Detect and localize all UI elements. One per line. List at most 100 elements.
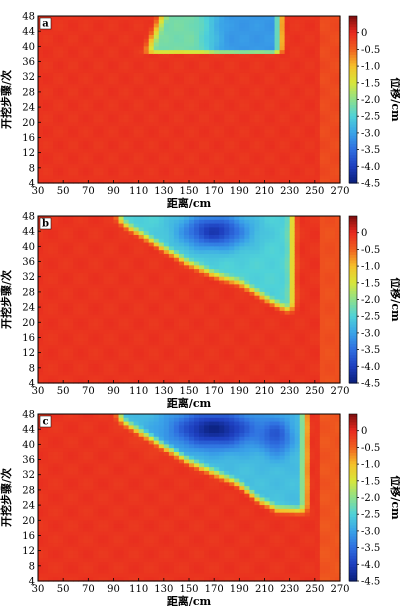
heatmap-cell — [289, 179, 296, 184]
heatmap-cell — [63, 167, 69, 173]
heatmap-cell — [259, 107, 266, 112]
heatmap-cell — [158, 227, 165, 232]
heatmap-cell — [274, 72, 281, 78]
heatmap-cell — [53, 345, 59, 350]
heatmap-cell — [133, 333, 140, 339]
heatmap-cell — [48, 84, 54, 89]
heatmap-cell — [113, 114, 120, 120]
heatmap-cell — [178, 295, 185, 301]
heatmap-cell — [63, 23, 69, 28]
heatmap-cell — [229, 133, 235, 139]
heatmap-cell — [194, 72, 200, 78]
heatmap-cell — [43, 34, 49, 40]
heatmap-cell — [113, 329, 120, 335]
heatmap-cell — [43, 269, 49, 274]
heatmap-cell — [269, 34, 276, 40]
heatmap-cell — [93, 137, 99, 142]
heatmap-cell — [274, 88, 281, 93]
heatmap-cell — [68, 364, 74, 369]
heatmap-cell — [53, 348, 59, 354]
heatmap-cell — [244, 379, 250, 384]
heatmap-cell — [204, 216, 210, 221]
heatmap-cell — [204, 261, 210, 266]
heatmap-cell — [274, 34, 281, 40]
heatmap-cell — [274, 31, 281, 36]
heatmap-cell — [103, 219, 110, 225]
heatmap-cell — [189, 257, 195, 263]
heatmap-cell — [118, 337, 125, 342]
heatmap-cell — [249, 356, 256, 361]
heatmap-cell — [123, 53, 130, 59]
heatmap-cell — [68, 257, 74, 263]
heatmap-cell — [123, 238, 130, 244]
heatmap-cell — [123, 242, 130, 247]
heatmap-cell — [73, 31, 79, 36]
heatmap-cell — [163, 367, 170, 373]
heatmap-cell — [194, 53, 200, 59]
heatmap-cell — [53, 333, 59, 339]
heatmap-cell — [249, 337, 256, 342]
heatmap-cell — [53, 179, 59, 184]
heatmap-cell — [209, 250, 215, 255]
heatmap-cell — [43, 27, 49, 32]
heatmap-cell — [103, 126, 110, 131]
heatmap-cell — [73, 295, 79, 301]
heatmap-cell — [244, 371, 250, 377]
heatmap-cell — [224, 164, 230, 169]
heatmap-cell — [168, 295, 175, 301]
heatmap-cell — [123, 16, 130, 21]
heatmap-cell — [153, 122, 160, 127]
heatmap-cell — [88, 322, 94, 327]
heatmap-cell — [173, 65, 180, 70]
heatmap-cell — [259, 223, 266, 228]
heatmap-cell — [93, 50, 99, 55]
heatmap-cell — [123, 375, 130, 380]
heatmap-cell — [294, 91, 301, 97]
heatmap-cell — [173, 148, 180, 154]
heatmap-cell — [178, 95, 185, 101]
heatmap-cell — [73, 345, 79, 350]
heatmap-cell — [299, 107, 306, 112]
heatmap-cell — [269, 175, 276, 180]
heatmap-cell — [329, 16, 336, 21]
heatmap-cell — [83, 253, 89, 259]
heatmap-cell — [209, 23, 215, 28]
heatmap-cell — [329, 23, 336, 28]
heatmap-cell — [309, 103, 316, 108]
heatmap-cell — [284, 107, 291, 112]
heatmap-cell — [314, 122, 321, 127]
heatmap-cell — [294, 57, 301, 63]
heatmap-cell — [78, 216, 84, 221]
heatmap-cell — [68, 145, 74, 150]
heatmap-cell — [93, 272, 99, 278]
heatmap-cell — [204, 348, 210, 354]
heatmap-cell — [314, 53, 321, 59]
heatmap-cell — [229, 179, 235, 184]
heatmap-cell — [224, 179, 230, 184]
colorbar-segment — [349, 110, 357, 115]
heatmap-cell — [173, 318, 180, 323]
heatmap-cell — [294, 19, 301, 25]
heatmap-cell — [153, 329, 160, 335]
heatmap-cell — [244, 114, 250, 120]
heatmap-cell — [254, 129, 261, 135]
heatmap-cell — [284, 364, 291, 369]
heatmap-cell — [249, 179, 256, 184]
heatmap-cell — [123, 145, 130, 150]
heatmap-cell — [178, 371, 185, 377]
heatmap-cell — [319, 27, 326, 32]
heatmap-cell — [168, 246, 175, 251]
heatmap-cell — [299, 42, 306, 47]
heatmap-cell — [254, 238, 261, 244]
heatmap-cell — [163, 61, 170, 66]
heatmap-cell — [58, 326, 64, 331]
heatmap-cell — [214, 84, 220, 89]
heatmap-cell — [244, 337, 250, 342]
heatmap-cell — [128, 291, 135, 297]
heatmap-cell — [274, 322, 281, 327]
heatmap-cell — [73, 367, 79, 373]
heatmap-cell — [274, 371, 281, 377]
heatmap-cell — [153, 375, 160, 380]
heatmap-cell — [249, 367, 256, 373]
heatmap-cell — [163, 288, 170, 293]
